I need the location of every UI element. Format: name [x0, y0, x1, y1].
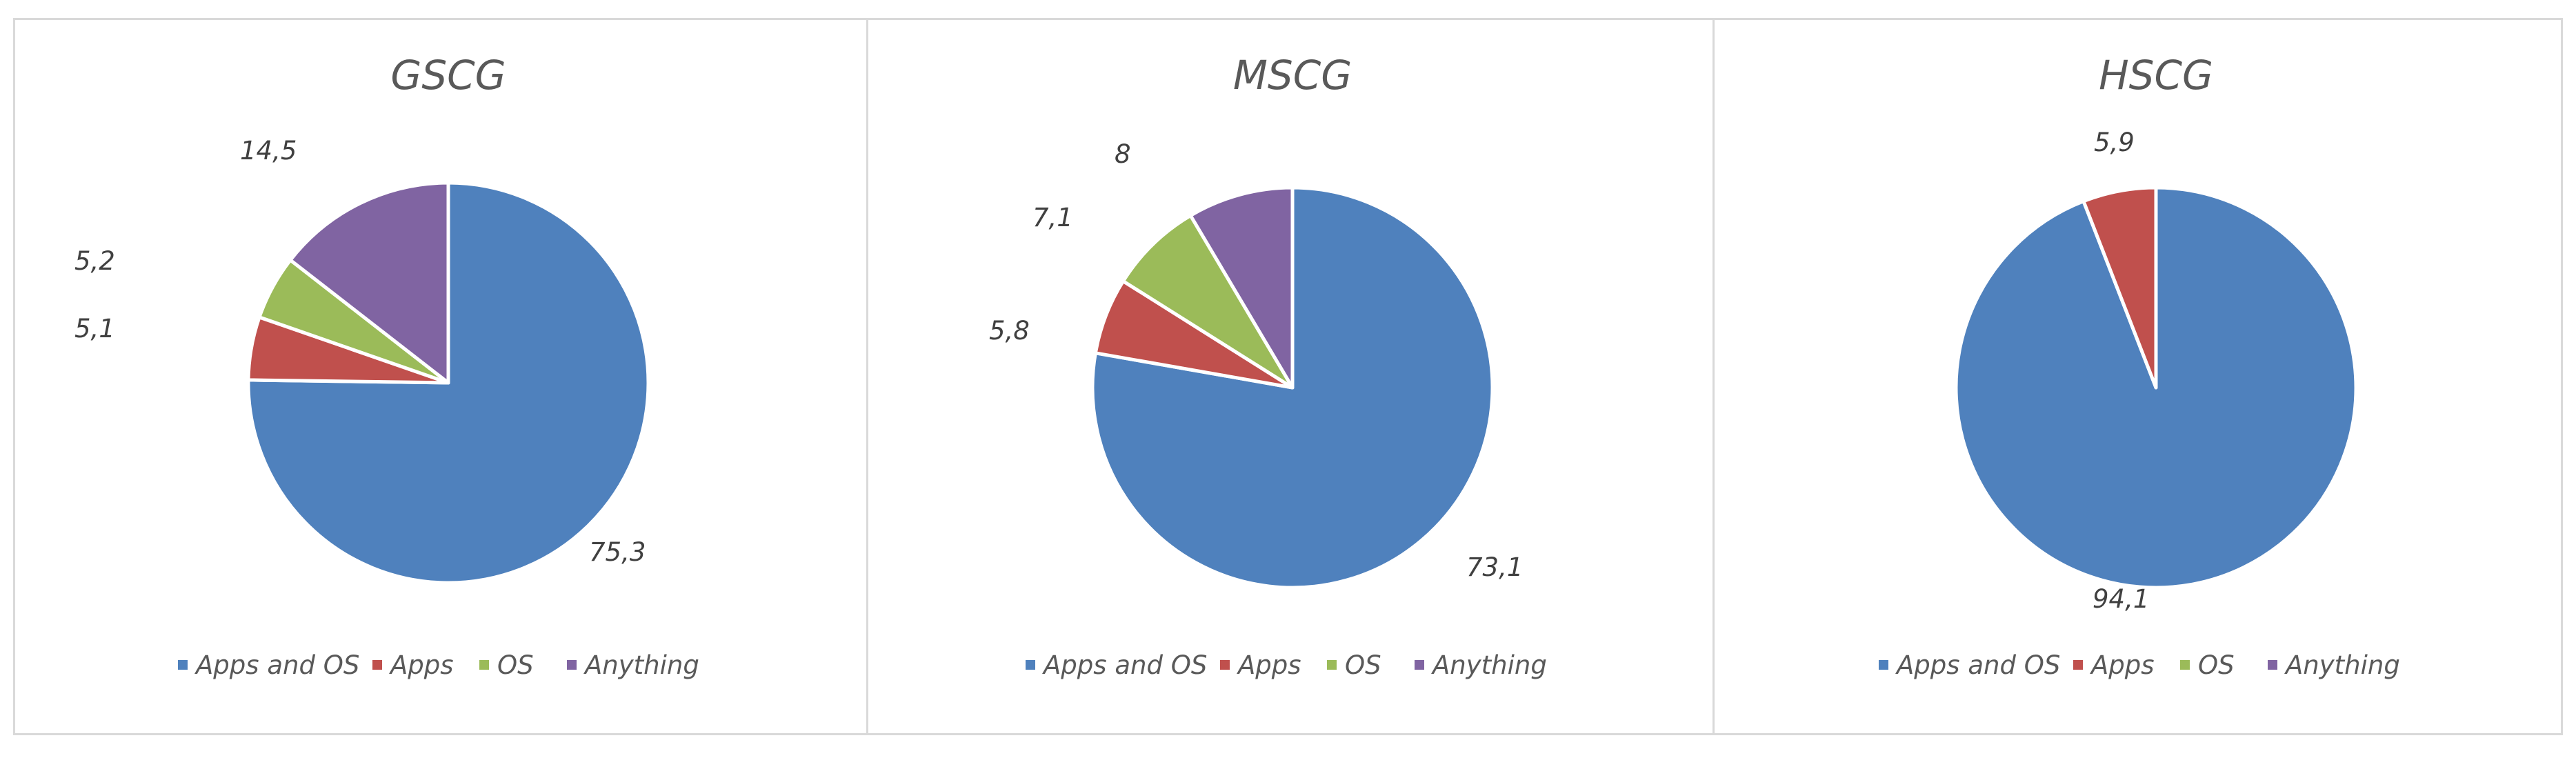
legend-item-anything: Anything	[1415, 650, 1547, 680]
legend-label: Anything	[1431, 650, 1547, 680]
data-label-apps: 5,9	[2094, 128, 2135, 157]
data-label-os: 7,1	[1032, 203, 1073, 232]
chart-panel-gscg: GSCG 75,3 5,1 5,2 14,5 Apps and OS Apps OS Anyth…	[13, 18, 868, 735]
pie-chart-hscg: HSCG 94,1 5,9 Apps and OS Apps OS Anything	[1879, 52, 2400, 680]
legend-label: Apps	[389, 650, 454, 680]
legend-swatch	[567, 660, 577, 670]
data-label-apps: 5,8	[989, 316, 1030, 346]
chart-panel-mscg: MSCG 73,1 5,8 7,1 8 Apps and OS Apps OS Anything	[866, 18, 1715, 735]
legend-label: Anything	[583, 650, 699, 680]
legend-swatch	[479, 660, 489, 670]
data-label-apps-and-os: 73,1	[1466, 552, 1523, 582]
pie-slice-apps	[2081, 186, 2158, 390]
pie-chart-gscg: GSCG 75,3 5,1 5,2 14,5 Apps and OS Apps OS Anyth…	[74, 52, 699, 680]
legend-label: Apps	[2090, 650, 2155, 680]
chart-title: HSCG	[2099, 52, 2213, 99]
legend-swatch	[372, 660, 382, 670]
data-label-apps: 5,1	[74, 314, 115, 343]
legend-label: OS	[2198, 650, 2235, 680]
legend-swatch	[2180, 660, 2190, 670]
legend-item-os: OS	[2180, 650, 2235, 680]
data-label-anything: 8	[1115, 139, 1131, 169]
legend-item-os: OS	[479, 650, 534, 680]
legend-label: OS	[497, 650, 534, 680]
pie-chart-mscg: MSCG 73,1 5,8 7,1 8 Apps and OS Apps OS Anything	[989, 52, 1547, 680]
chart-title: GSCG	[390, 52, 506, 99]
legend-item-anything: Anything	[2268, 650, 2400, 680]
pie-slice-apps-and-os	[246, 181, 650, 585]
data-label-os: 5,2	[74, 246, 115, 276]
pie-slice-os	[1121, 213, 1295, 390]
legend-item-anything: Anything	[567, 650, 699, 680]
chart-title: MSCG	[1233, 52, 1352, 99]
data-label-apps-and-os: 94,1	[2093, 584, 2149, 614]
legend-swatch	[1220, 660, 1230, 670]
pie-slice-anything	[1188, 186, 1295, 390]
legend-label: Apps and OS	[194, 650, 359, 680]
legend-item-apps: Apps	[2073, 650, 2155, 680]
legend-swatch	[1026, 660, 1035, 670]
legend-swatch	[1879, 660, 1888, 670]
legend-label: Anything	[2284, 650, 2400, 680]
legend-label: Apps	[1237, 650, 1301, 680]
legend-item-apps: Apps	[372, 650, 454, 680]
legend-swatch	[2073, 660, 2083, 670]
legend-swatch	[1415, 660, 1424, 670]
legend-item-apps: Apps	[1220, 650, 1301, 680]
legend-label: Apps and OS	[1895, 650, 2060, 680]
legend-item-apps-and-os: Apps and OS	[1879, 650, 2060, 680]
legend-label: OS	[1345, 650, 1381, 680]
legend-swatch	[1327, 660, 1337, 670]
data-label-apps-and-os: 75,3	[589, 537, 646, 567]
pie-slice-anything	[288, 181, 450, 385]
legend-item-apps-and-os: Apps and OS	[178, 650, 359, 680]
legend-item-os: OS	[1327, 650, 1381, 680]
legend-swatch	[178, 660, 188, 670]
legend-label: Apps and OS	[1042, 650, 1207, 680]
data-label-anything: 14,5	[240, 136, 297, 166]
legend-swatch	[2268, 660, 2277, 670]
chart-panel-hscg: HSCG 94,1 5,9 Apps and OS Apps OS Anything	[1713, 18, 2563, 735]
legend-item-apps-and-os: Apps and OS	[1026, 650, 1207, 680]
